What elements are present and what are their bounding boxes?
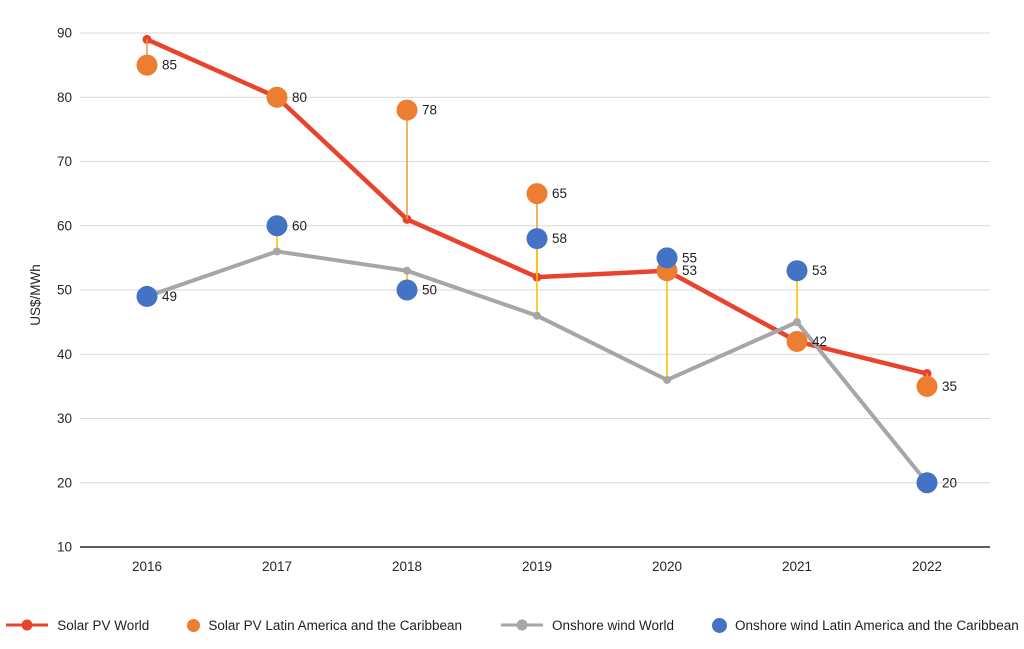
legend-item-solar-pv-world: Solar PV World bbox=[5, 618, 149, 633]
data-label-solar-pv-latin-america-and-the-caribbean: 42 bbox=[812, 334, 827, 349]
legend-label: Solar PV Latin America and the Caribbean bbox=[208, 617, 462, 633]
x-tick-label: 2016 bbox=[132, 559, 162, 574]
data-point-onshore-wind-latin-america-and-the-caribbean bbox=[656, 247, 678, 269]
x-tick-label: 2022 bbox=[912, 559, 942, 574]
x-tick-label: 2019 bbox=[522, 559, 552, 574]
x-tick-label: 2018 bbox=[392, 559, 422, 574]
legend-label: Onshore wind World bbox=[551, 617, 675, 633]
y-tick-label: 20 bbox=[57, 475, 72, 490]
data-label-onshore-wind-latin-america-and-the-caribbean: 49 bbox=[162, 289, 177, 304]
legend-marker-dot bbox=[516, 619, 528, 631]
legend-line-marker-icon bbox=[500, 619, 543, 631]
data-label-solar-pv-latin-america-and-the-caribbean: 85 bbox=[162, 58, 177, 73]
data-label-onshore-wind-latin-america-and-the-caribbean: 55 bbox=[682, 250, 697, 265]
series-marker-onshore-wind-world bbox=[533, 311, 541, 320]
lcoe-line-chart: US$/MWh 10 20 30 40 50 60 70 80 90 2016 2017 2018 20… bbox=[28, 26, 990, 574]
y-tick-label: 80 bbox=[57, 90, 72, 105]
y-tick-label: 60 bbox=[57, 218, 72, 233]
y-tick-label: 50 bbox=[57, 283, 72, 298]
legend-item-onshore-wind-latin-america-and-the-caribbean: Onshore wind Latin America and the Carib… bbox=[712, 617, 1019, 633]
data-label-onshore-wind-latin-america-and-the-caribbean: 50 bbox=[422, 283, 437, 298]
data-label-solar-pv-latin-america-and-the-caribbean: 80 bbox=[292, 90, 307, 105]
data-label-onshore-wind-latin-america-and-the-caribbean: 58 bbox=[552, 231, 567, 246]
y-tick-label: 10 bbox=[57, 540, 72, 555]
y-tick-label: 30 bbox=[57, 411, 72, 426]
legend-item-solar-pv-latin-america-and-the-caribbean: Solar PV Latin America and the Caribbean bbox=[187, 618, 462, 633]
x-tick-label: 2020 bbox=[652, 559, 682, 574]
data-label-solar-pv-latin-america-and-the-caribbean: 78 bbox=[422, 103, 437, 118]
y-tick-label: 70 bbox=[57, 154, 72, 169]
y-axis-title: US$/MWh bbox=[28, 264, 43, 326]
data-point-onshore-wind-latin-america-and-the-caribbean bbox=[916, 472, 938, 494]
series-marker-onshore-wind-world bbox=[403, 266, 411, 275]
data-label-solar-pv-latin-america-and-the-caribbean: 35 bbox=[942, 379, 957, 394]
data-point-onshore-wind-latin-america-and-the-caribbean bbox=[266, 215, 288, 237]
legend-dot-icon bbox=[187, 618, 201, 632]
legend-dot-icon bbox=[712, 617, 728, 633]
x-tick-label: 2021 bbox=[782, 559, 812, 574]
legend-marker-dot bbox=[21, 619, 33, 631]
legend-item-onshore-wind-world: Onshore wind World bbox=[500, 618, 674, 633]
data-label-solar-pv-latin-america-and-the-caribbean: 53 bbox=[682, 263, 697, 278]
data-point-onshore-wind-latin-america-and-the-caribbean bbox=[786, 260, 808, 282]
data-point-solar-pv-latin-america-and-the-caribbean bbox=[396, 99, 418, 121]
data-point-solar-pv-latin-america-and-the-caribbean bbox=[526, 183, 548, 205]
data-point-solar-pv-latin-america-and-the-caribbean bbox=[136, 54, 158, 76]
series-marker-onshore-wind-world bbox=[663, 375, 671, 384]
data-point-onshore-wind-latin-america-and-the-caribbean bbox=[396, 279, 418, 301]
data-point-onshore-wind-latin-america-and-the-caribbean bbox=[136, 285, 158, 307]
data-label-solar-pv-latin-america-and-the-caribbean: 65 bbox=[552, 186, 567, 201]
y-tick-label: 90 bbox=[57, 26, 72, 41]
y-tick-label: 40 bbox=[57, 347, 72, 362]
data-label-onshore-wind-latin-america-and-the-caribbean: 20 bbox=[942, 475, 957, 490]
series-marker-onshore-wind-world bbox=[793, 318, 801, 327]
chart-legend: Solar PV World Solar PV Latin America and… bbox=[0, 608, 1024, 642]
data-label-onshore-wind-latin-america-and-the-caribbean: 60 bbox=[292, 218, 307, 233]
series-marker-onshore-wind-world bbox=[273, 247, 281, 256]
data-label-onshore-wind-latin-america-and-the-caribbean: 53 bbox=[812, 263, 827, 278]
data-point-solar-pv-latin-america-and-the-caribbean bbox=[916, 375, 938, 397]
data-point-solar-pv-latin-america-and-the-caribbean bbox=[266, 86, 288, 108]
legend-label: Onshore wind Latin America and the Carib… bbox=[735, 617, 1019, 633]
data-point-solar-pv-latin-america-and-the-caribbean bbox=[786, 330, 808, 352]
legend-label: Solar PV World bbox=[57, 617, 150, 633]
legend-line-marker-icon bbox=[6, 619, 49, 631]
data-point-onshore-wind-latin-america-and-the-caribbean bbox=[526, 228, 548, 250]
x-tick-label: 2017 bbox=[262, 559, 292, 574]
